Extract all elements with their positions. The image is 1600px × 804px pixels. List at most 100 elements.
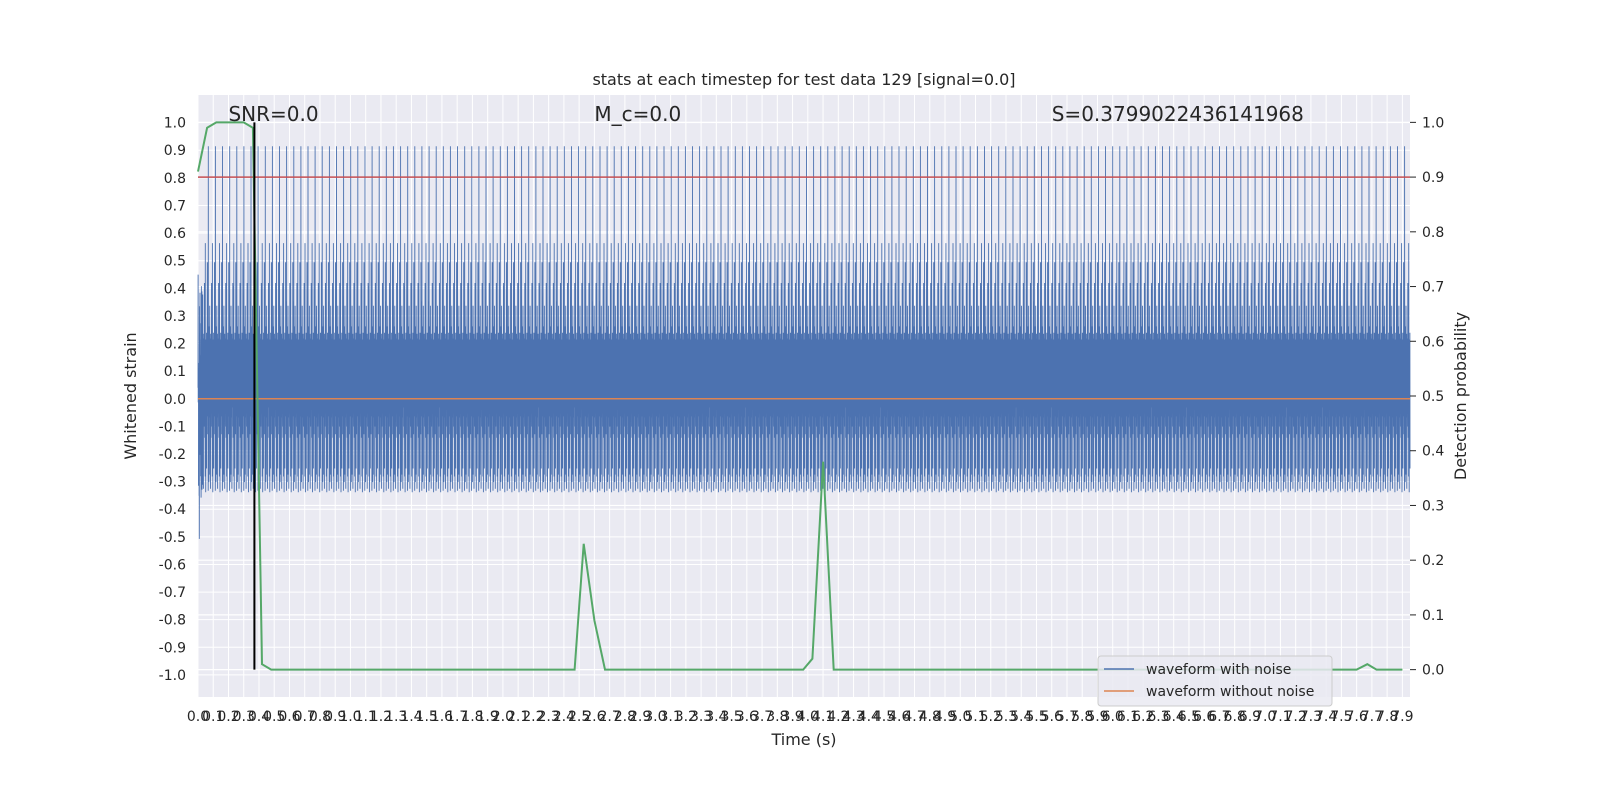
y-tick-label-right: 0.9 [1422,170,1444,186]
y-tick-label-right: 0.2 [1422,553,1444,569]
x-tick-label: 4.1 [812,709,834,725]
x-tick-label: 4.2 [827,709,849,725]
x-tick-label: 2.5 [568,709,590,725]
y-tick-label-left: -0.8 [159,613,186,629]
x-tick-label: 3.9 [781,709,803,725]
x-tick-label: 5.7 [1056,709,1078,725]
x-tick-label: 0.3 [233,709,255,725]
x-tick-label: 3.4 [705,709,727,725]
x-tick-label: 7.5 [1330,709,1352,725]
y-tick-label-left: 0.9 [164,143,186,159]
y-tick-label-left: -0.5 [159,530,186,546]
x-tick-label: 0.7 [294,709,316,725]
x-tick-label: 0.0 [187,709,209,725]
x-tick-label: 1.2 [370,709,392,725]
x-tick-label: 5.8 [1071,709,1093,725]
x-tick-label: 6.7 [1208,709,1230,725]
x-tick-label: 5.1 [964,709,986,725]
y-axis-label-left: Whitened strain [121,332,140,459]
x-axis-label: Time (s) [770,730,836,749]
x-tick-label: 6.1 [1117,709,1139,725]
y-tick-label-right: 0.5 [1422,389,1444,405]
chart-title: stats at each timestep for test data 129… [592,70,1015,89]
series-detection-probability [197,121,1403,671]
x-tick-label: 5.3 [995,709,1017,725]
x-tick-label: 1.5 [416,709,438,725]
y-tick-label-left: -0.6 [159,557,186,573]
y-tick-label-right: 0.7 [1422,280,1444,296]
x-tick-label: 2.9 [629,709,651,725]
series-waveform-with-noise [197,146,1411,539]
x-tick-label: 4.5 [873,709,895,725]
y-tick-label-right: 0.4 [1422,444,1444,460]
y-tick-label-left: -0.3 [159,475,186,491]
x-tick-label: 2.2 [522,709,544,725]
x-tick-label: 2.7 [598,709,620,725]
annotations: SNR=0.0 M_c=0.0 S=0.3799022436141968 [228,102,1303,126]
y-tick-label-right: 0.1 [1422,608,1444,624]
x-tick-label: 5.9 [1086,709,1108,725]
x-tick-label: 1.6 [431,709,453,725]
annotation-label: M_c=0.0 [594,102,681,126]
x-tick-label: 1.4 [400,709,422,725]
x-tick-label: 2.1 [507,709,529,725]
y-tick-label-right: 0.8 [1422,225,1444,241]
y-tick-label-left: -0.7 [159,585,186,601]
x-tick-label: 6.8 [1224,709,1246,725]
x-tick-label: 6.5 [1178,709,1200,725]
x-tick-label: 0.9 [324,709,346,725]
x-tick-label: 4.8 [919,709,941,725]
annotation-label: SNR=0.0 [228,102,318,126]
x-tick-label: 0.1 [202,709,224,725]
legend-label-noise: waveform with noise [1146,662,1291,678]
x-tick-label: 6.6 [1193,709,1215,725]
y-tick-label-left: -0.2 [159,447,186,463]
y-axis-label-right: Detection probability [1451,312,1470,480]
x-tick-label: 3.5 [720,709,742,725]
x-tick-label: 0.8 [309,709,331,725]
y-tick-label-left: -0.1 [159,419,186,435]
x-tick-label: 2.3 [538,709,560,725]
x-tick-label: 5.6 [1041,709,1063,725]
x-tick-label: 7.6 [1346,709,1368,725]
x-tick-label: 0.6 [278,709,300,725]
x-tick-label: 7.7 [1361,709,1383,725]
y-tick-label-left: 0.8 [164,171,186,187]
y-tick-label-left: 0.2 [164,337,186,353]
x-tick-label: 6.4 [1163,709,1185,725]
y-tick-label-left: 0.0 [164,392,186,408]
y-tick-label-right: 0.0 [1422,663,1444,679]
legend-box [1097,655,1333,707]
x-tick-label: 2.0 [492,709,514,725]
x-tick-label: 1.1 [355,709,377,725]
y-tick-label-left: 0.4 [164,281,186,297]
x-tick-label: 7.2 [1285,709,1307,725]
y-tick-label-left: 1.0 [164,116,186,132]
x-tick-label: 5.2 [980,709,1002,725]
x-tick-label: 1.3 [385,709,407,725]
x-tick-label: 7.3 [1300,709,1322,725]
y-tick-label-left: 0.1 [164,364,186,380]
x-tick-label: 4.7 [903,709,925,725]
x-tick-label: 4.3 [842,709,864,725]
x-tick-label: 7.8 [1376,709,1398,725]
x-tick-label: 2.6 [583,709,605,725]
x-tick-label: 5.0 [949,709,971,725]
x-tick-label: 7.1 [1269,709,1291,725]
x-tick-label: 5.4 [1010,709,1032,725]
x-tick-label: 7.4 [1315,709,1337,725]
y-tick-label-right: 0.6 [1422,334,1444,350]
x-tick-label: 4.0 [797,709,819,725]
x-tick-label: 1.8 [461,709,483,725]
x-tick-label: 7.9 [1391,709,1413,725]
x-tick-label: 4.6 [888,709,910,725]
x-tick-label: 0.4 [248,709,270,725]
x-tick-label: 1.0 [339,709,361,725]
x-tick-label: 5.5 [1025,709,1047,725]
x-tick-label: 3.7 [751,709,773,725]
x-tick-label: 6.2 [1132,709,1154,725]
annotation-label: S=0.3799022436141968 [1052,102,1304,126]
y-tick-label-left: -1.0 [159,668,186,684]
plot-content [197,121,1411,671]
